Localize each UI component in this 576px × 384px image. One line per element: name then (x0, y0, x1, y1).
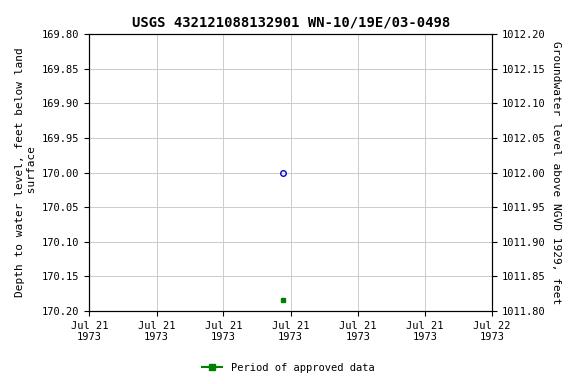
Title: USGS 432121088132901 WN-10/19E/03-0498: USGS 432121088132901 WN-10/19E/03-0498 (131, 15, 450, 29)
Legend: Period of approved data: Period of approved data (198, 359, 378, 377)
Y-axis label: Depth to water level, feet below land
 surface: Depth to water level, feet below land su… (15, 48, 37, 298)
Y-axis label: Groundwater level above NGVD 1929, feet: Groundwater level above NGVD 1929, feet (551, 41, 561, 304)
